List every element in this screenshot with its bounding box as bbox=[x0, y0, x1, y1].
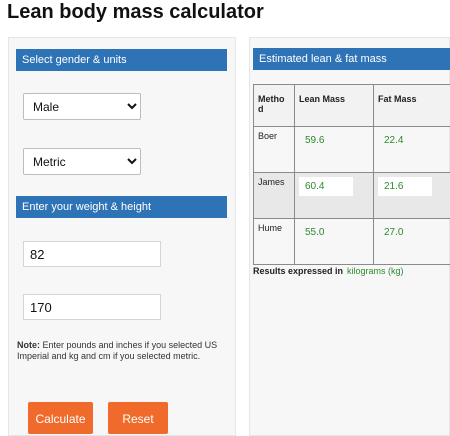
weight-height-header: Enter your weight & height bbox=[16, 196, 227, 218]
gender-units-header: Select gender & units bbox=[16, 49, 227, 71]
lean-cell: 55.0 bbox=[294, 218, 374, 265]
results-header: Estimated lean & fat mass bbox=[253, 48, 450, 70]
fat-cell: 21.6 bbox=[373, 172, 450, 219]
units-note: Note: Enter pounds and inches if you sel… bbox=[17, 340, 222, 362]
table-row: James 60.4 21.6 bbox=[253, 172, 450, 219]
lean-value: 59.6 bbox=[305, 135, 325, 146]
lean-cell: 59.6 bbox=[294, 126, 374, 173]
fat-cell: 27.0 bbox=[373, 218, 450, 265]
method-cell: James bbox=[253, 172, 295, 219]
reset-button[interactable]: Reset bbox=[108, 402, 168, 434]
method-cell: Boer bbox=[253, 126, 295, 173]
column-header: Fat Mass bbox=[373, 84, 450, 127]
results-prefix: Results expressed in bbox=[253, 266, 344, 276]
column-header: Metho d bbox=[253, 84, 295, 127]
method-cell: Hume bbox=[253, 218, 295, 265]
input-panel: Select gender & units Male Metric Enter … bbox=[8, 37, 236, 436]
page-title: Lean body mass calculator bbox=[7, 1, 264, 23]
results-unit: kilograms (kg) bbox=[347, 266, 404, 276]
calculate-button[interactable]: Calculate bbox=[28, 402, 93, 434]
gender-select[interactable]: Male bbox=[23, 93, 141, 120]
height-input[interactable] bbox=[23, 294, 161, 320]
fat-value: 27.0 bbox=[384, 227, 404, 238]
table-row: Hume 55.0 27.0 bbox=[253, 218, 450, 265]
fat-value: 21.6 bbox=[378, 177, 432, 196]
fat-value: 22.4 bbox=[384, 135, 404, 146]
lean-value: 55.0 bbox=[305, 227, 325, 238]
results-table: Metho d Lean Mass Fat Mass Boer 59.6 22.… bbox=[253, 84, 450, 265]
results-unit-note: Results expressed in kilograms (kg) bbox=[253, 266, 404, 276]
note-label: Note: bbox=[17, 340, 40, 350]
results-panel: Estimated lean & fat mass Metho d Lean M… bbox=[249, 37, 450, 436]
table-row: Boer 59.6 22.4 bbox=[253, 126, 450, 173]
lean-cell: 60.4 bbox=[294, 172, 374, 219]
column-header: Lean Mass bbox=[294, 84, 374, 127]
table-header-row: Metho d Lean Mass Fat Mass bbox=[253, 84, 450, 127]
fat-cell: 22.4 bbox=[373, 126, 450, 173]
weight-input[interactable] bbox=[23, 241, 161, 267]
units-select[interactable]: Metric bbox=[23, 148, 141, 175]
lean-value: 60.4 bbox=[299, 177, 353, 196]
note-text: Enter pounds and inches if you selected … bbox=[17, 340, 218, 361]
